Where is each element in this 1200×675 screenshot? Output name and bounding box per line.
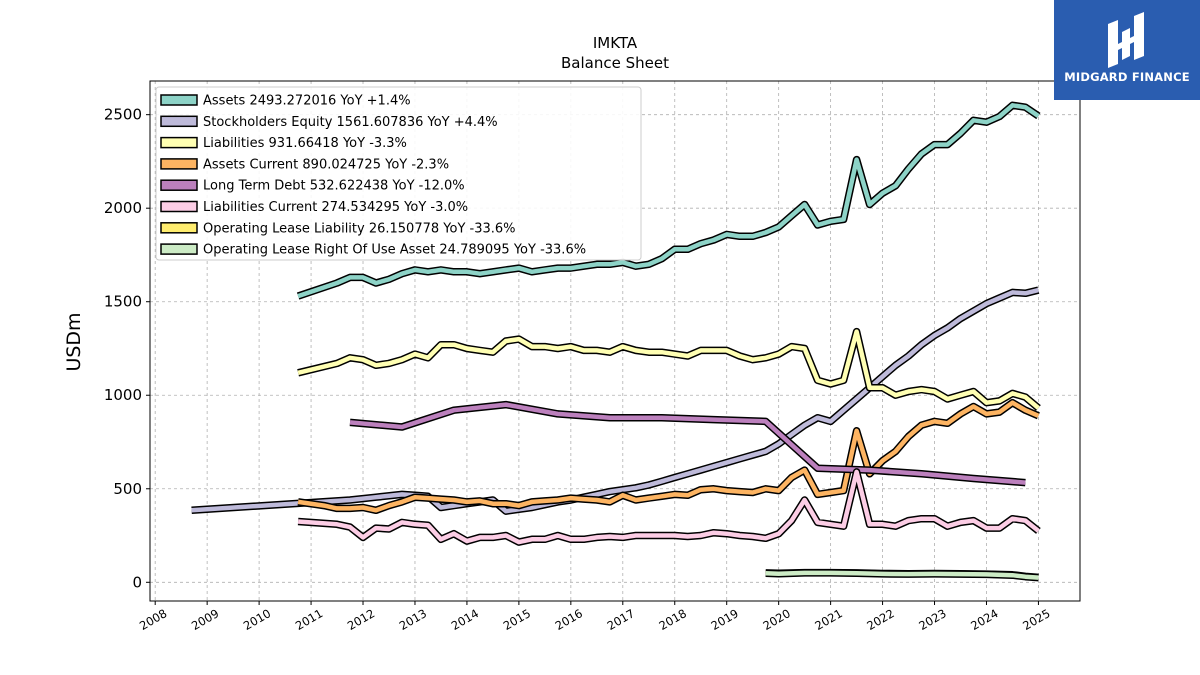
y-tick-label: 2000 bbox=[104, 199, 142, 217]
series-line-3 bbox=[297, 400, 1040, 513]
y-tick-label: 1000 bbox=[104, 386, 142, 404]
x-tick-label: 2012 bbox=[345, 606, 377, 633]
series-line-7 bbox=[765, 570, 1039, 580]
y-tick-label: 1500 bbox=[104, 293, 142, 311]
legend-label-0: Assets 2493.272016 YoY +1.4% bbox=[203, 94, 411, 109]
brand-name: MIDGARD FINANCE bbox=[1064, 70, 1190, 84]
series-line-0 bbox=[297, 103, 1040, 299]
legend-swatch-4 bbox=[160, 179, 198, 191]
x-tick-label: 2011 bbox=[293, 606, 325, 633]
legend-swatch-3 bbox=[160, 158, 198, 170]
legend-box bbox=[155, 86, 642, 261]
x-tick-label: 2020 bbox=[760, 606, 792, 633]
series-line-1 bbox=[191, 287, 1039, 514]
x-tick-label: 2021 bbox=[812, 606, 844, 633]
legend-swatch-6 bbox=[160, 222, 198, 234]
x-tick-label: 2013 bbox=[397, 606, 429, 633]
legend-swatch-5 bbox=[160, 200, 198, 213]
plot-frame bbox=[149, 80, 1081, 602]
y-tick-label: 2500 bbox=[104, 106, 142, 124]
y-tick-label: 0 bbox=[132, 573, 142, 591]
x-tick-label: 2023 bbox=[916, 606, 948, 633]
legend-label-2: Liabilities 931.66418 YoY -3.3% bbox=[203, 136, 407, 151]
x-tick-label: 2008 bbox=[137, 606, 169, 633]
x-tick-label: 2010 bbox=[241, 606, 273, 633]
series-line-5 bbox=[297, 469, 1040, 545]
series-lines bbox=[191, 101, 1041, 582]
chart-title: IMKTA bbox=[593, 34, 638, 52]
x-tick-label: 2009 bbox=[189, 606, 221, 633]
legend-swatch-0 bbox=[160, 94, 198, 106]
series-line-2 bbox=[297, 329, 1040, 410]
legend-label-6: Operating Lease Liability 26.150778 YoY … bbox=[203, 221, 516, 236]
x-tick-label: 2016 bbox=[553, 606, 585, 633]
series-outline-1 bbox=[191, 286, 1040, 515]
x-tick-label: 2015 bbox=[501, 606, 533, 633]
legend-label-1: Stockholders Equity 1561.607836 YoY +4.4… bbox=[203, 115, 498, 130]
y-tick-label: 500 bbox=[113, 480, 142, 498]
y-axis-label: USDm bbox=[63, 312, 85, 371]
x-tick-label: 2017 bbox=[605, 606, 637, 633]
x-tick-label: 2024 bbox=[968, 606, 1000, 633]
legend-label-3: Assets Current 890.024725 YoY -2.3% bbox=[203, 157, 449, 172]
x-tick-label: 2018 bbox=[657, 606, 689, 633]
midgard-logo-icon bbox=[1108, 12, 1144, 68]
legend-label-5: Liabilities Current 274.534295 YoY -3.0% bbox=[203, 200, 468, 215]
legend: Assets 2493.272016 YoY +1.4% Stockholders… bbox=[155, 86, 642, 261]
x-tick-label: 2014 bbox=[449, 606, 481, 633]
series-line-4 bbox=[349, 402, 1026, 485]
brand-logo: MIDGARD FINANCE bbox=[1054, 0, 1200, 100]
x-tick-label: 2019 bbox=[709, 606, 741, 633]
legend-swatch-7 bbox=[160, 243, 198, 255]
legend-swatch-2 bbox=[160, 136, 198, 149]
x-tick-label: 2025 bbox=[1020, 606, 1052, 633]
legend-label-4: Long Term Debt 532.622438 YoY -12.0% bbox=[203, 179, 465, 194]
chart-subtitle: Balance Sheet bbox=[561, 54, 669, 72]
legend-swatch-1 bbox=[160, 115, 198, 128]
x-tick-label: 2022 bbox=[864, 606, 896, 633]
legend-label-7: Operating Lease Right Of Use Asset 24.78… bbox=[203, 243, 586, 258]
